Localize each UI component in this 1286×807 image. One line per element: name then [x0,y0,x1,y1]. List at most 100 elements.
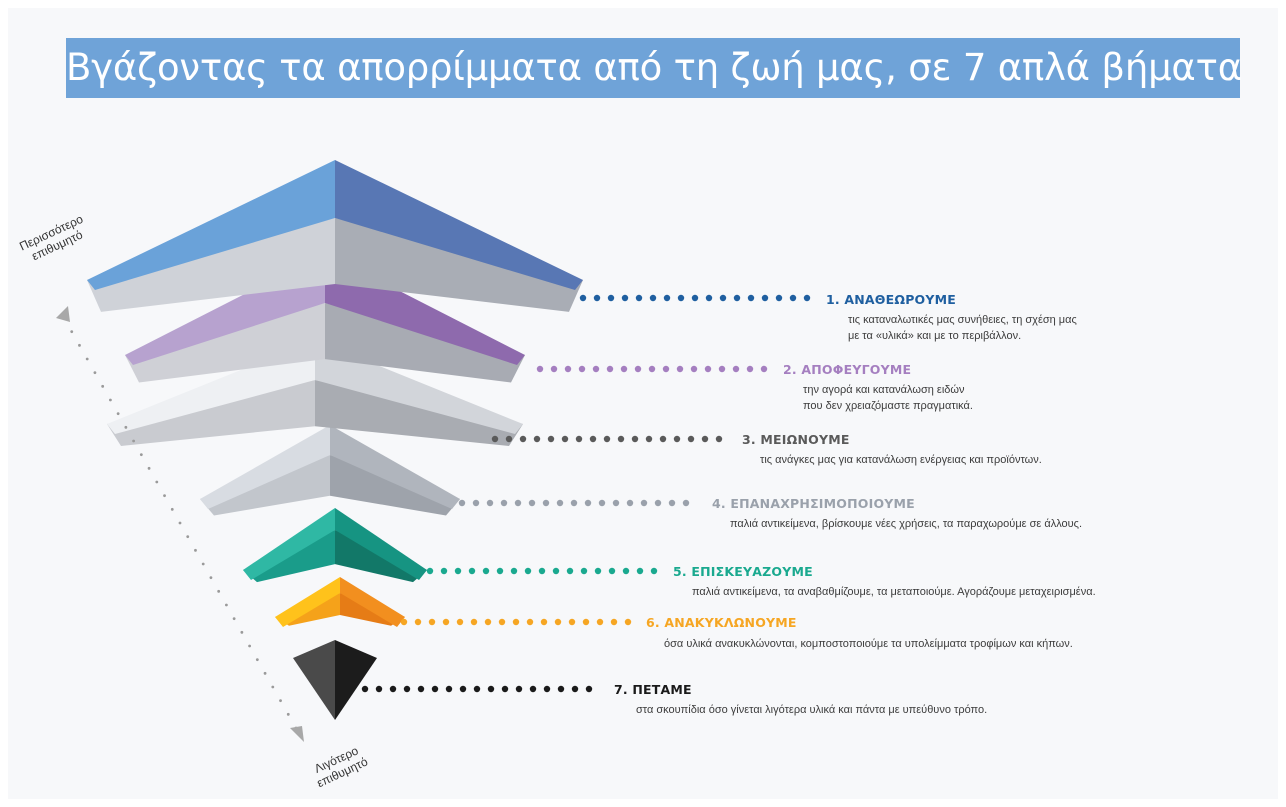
layer-4-right-face [330,425,460,509]
step-5-leader-dot [608,567,616,575]
step-2-leader-dot [732,365,740,373]
axis-dot [225,603,228,607]
step-5-leader-dot [650,567,658,575]
step-3-leader-dot [589,435,597,443]
step-1-leader-dot [747,294,755,302]
step-7-leader-dot [403,685,411,693]
step-7-label: 7. ΠΕΤΑΜΕ [614,682,692,697]
layer-1-left-underside [87,218,335,312]
step-3-leader-dot [673,435,681,443]
step-2-leader-dot [648,365,656,373]
step-3-leader-dot [631,435,639,443]
step-1-description-line-2: με τα «υλικά» και με το περιβάλλον. [848,330,1022,342]
step-7-leader-dot [571,685,579,693]
step-7-leader-dot [543,685,551,693]
step-6-leader-dot [484,618,492,626]
step-5-leader-dot [566,567,574,575]
step-4-label: 4. ΕΠΑΝΑΧΡΗΣΙΜΟΠΟΙΟΥΜΕ [712,496,915,511]
step-3-leader-dot [701,435,709,443]
axis-dot [101,384,105,388]
step-4-leader-dot [612,499,620,507]
step-6-leader-dot [470,618,478,626]
axis-dot [109,398,112,402]
step-3-leader-dot [715,435,723,443]
step-5-leader-dot [496,567,504,575]
step-3-leader-dot [575,435,583,443]
step-3-description-line-1: τις ανάγκες μας για κατανάλωση ενέργειας… [760,454,1042,466]
axis-dot [163,494,166,498]
step-2-label: 2. ΑΠΟΦΕΥΓΟΥΜΕ [783,362,912,377]
layer-1-right-face [335,160,583,290]
step-1-leader-dot [789,294,797,302]
step-5-leader-dot [538,567,546,575]
step-5-description-line-1: παλιά αντικείμενα, τα αναβαθμίζουμε, τα … [692,586,1096,598]
axis-down-arrowhead [290,726,304,742]
step-7-leader-dot [473,685,481,693]
step-6-leader-dot [442,618,450,626]
step-2-leader-dot [564,365,572,373]
step-5-leader-dot [426,567,434,575]
layer-7-right-face [335,640,377,720]
step-5-leader-dot [440,567,448,575]
step-1-leader-dot [761,294,769,302]
step-1-leader-dot [719,294,727,302]
step-7-leader-dot [417,685,425,693]
step-7-leader-dot [445,685,453,693]
step-3-leader-dot [659,435,667,443]
step-7-leader-dot [557,685,565,693]
step-3-leader-dot [533,435,541,443]
step-6-leader-dot [512,618,520,626]
step-5-leader-dot [580,567,588,575]
step-2-leader-dot [550,365,558,373]
axis-dot [201,562,205,566]
step-2-leader-dot [606,365,614,373]
step-1-leader-dot [803,294,811,302]
step-6-leader-dot [554,618,562,626]
step-1-label: 1. ΑΝΑΘΕΩΡΟΥΜΕ [826,292,957,307]
step-5-leader-dot [636,567,644,575]
step-7-leader-dot [459,685,467,693]
step-6-leader-dot [526,618,534,626]
layer-4-left-face [200,425,330,509]
axis-dot [232,617,236,621]
step-5-leader-dot [454,567,462,575]
step-3-leader-dot [519,435,527,443]
axis-dot [248,644,252,648]
step-2-leader-dot [676,365,684,373]
step-4-leader-dot [668,499,676,507]
step-4-leader-dot [682,499,690,507]
step-6-leader-dot [568,618,576,626]
step-4-leader-dot [626,499,634,507]
step-2-description-line-1: την αγορά και κατανάλωση ειδών [803,384,965,396]
step-2-leader-dot [634,365,642,373]
step-3-leader-dot [603,435,611,443]
axis-dot [271,685,275,689]
step-3-leader-dot [687,435,695,443]
step-6-leader-dot [428,618,436,626]
step-1-leader-dot [677,294,685,302]
axis-dot [124,425,128,429]
axis-dot [132,439,136,443]
layer-6-right-face [340,577,405,627]
step-4-leader-dot [472,499,480,507]
axis-dot [286,712,290,716]
step-6-leader-dot [400,618,408,626]
step-4-leader-dot [654,499,662,507]
step-6-leader-dot [596,618,604,626]
step-7-leader-dot [361,685,369,693]
step-1-leader-dot [649,294,657,302]
step-4-leader-dot [542,499,550,507]
step-6-leader-dot [456,618,464,626]
axis-dot [240,630,244,634]
layer-4-left-underside [200,455,330,516]
axis-dot [209,576,213,580]
step-4-description-line-1: παλιά αντικείμενα, βρίσκουμε νέες χρήσει… [730,518,1083,530]
axis-dot [78,343,81,347]
step-6-leader-dot [624,618,632,626]
step-3-leader-dot [645,435,653,443]
step-7-leader-dot [515,685,523,693]
step-5-leader-dot [622,567,630,575]
step-2-description-line-2: που δεν χρειαζόμαστε πραγματικά. [803,400,973,412]
step-5-leader-dot [552,567,560,575]
